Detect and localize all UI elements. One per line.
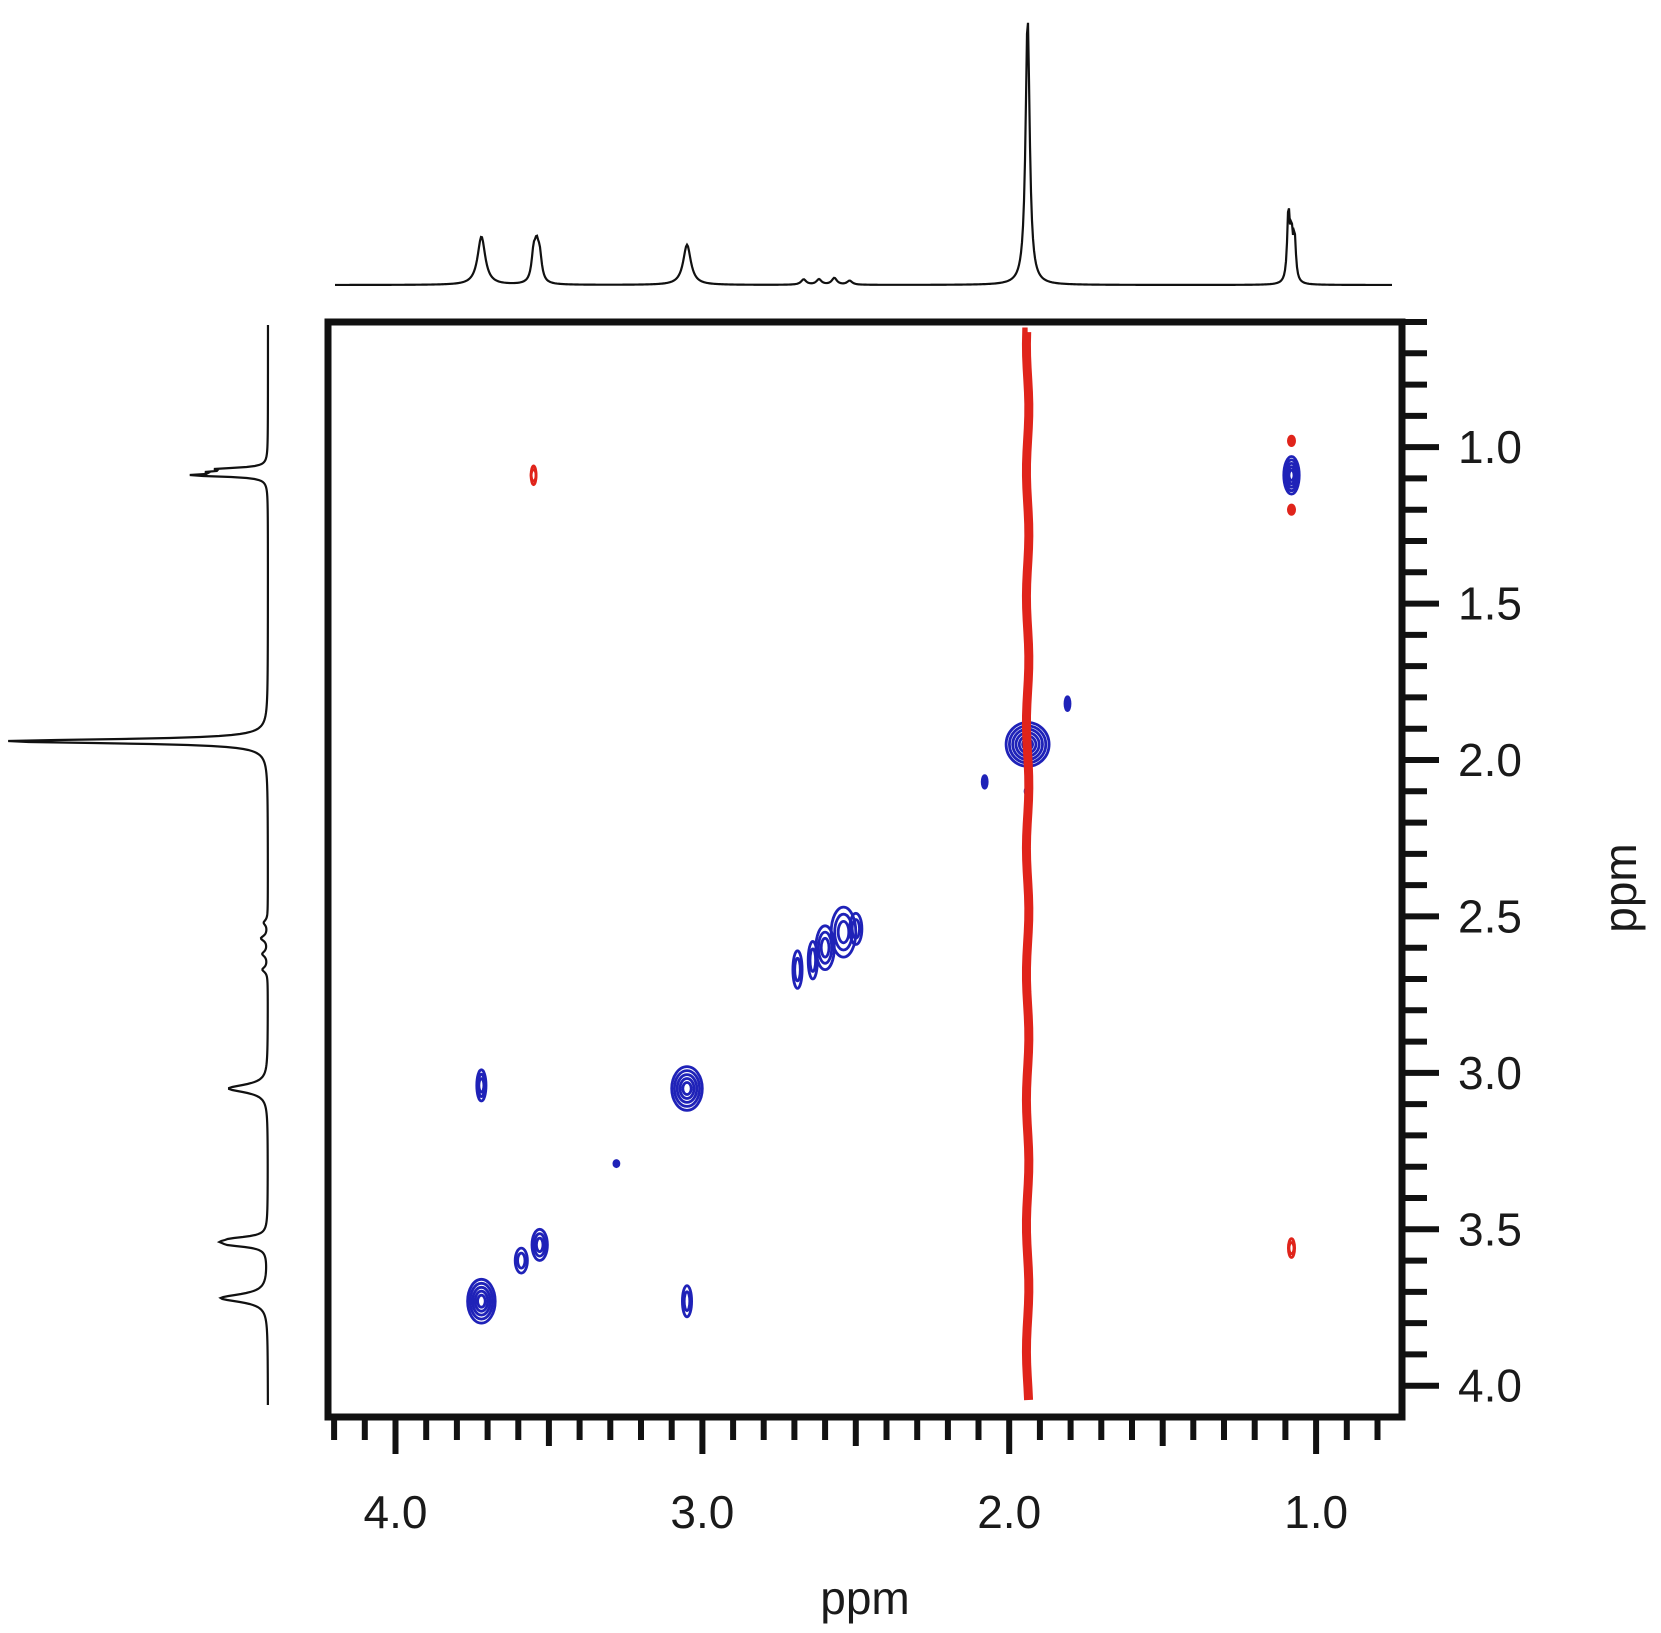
y-tick-label: 2.5 (1458, 890, 1522, 942)
y-tick-label: 1.5 (1458, 578, 1522, 630)
positive-cross-peak-contour (471, 1285, 492, 1317)
y-axis-ticks (1405, 319, 1439, 1389)
contour-layer (466, 327, 1301, 1401)
x-axis-tick-labels: 4.0 3.0 2.0 1.0 (364, 1486, 1349, 1538)
positive-cross-peak-contour (535, 1236, 545, 1254)
y-tick-label: 3.0 (1458, 1047, 1522, 1099)
positive-cross-peak-contour (817, 930, 834, 965)
positive-cross-peak-contour (530, 1227, 549, 1262)
positive-cross-peak-contour (516, 1251, 527, 1270)
y-tick-label: 4.0 (1458, 1360, 1522, 1412)
positive-cross-peak-contour (678, 1077, 696, 1100)
x-tick-label: 4.0 (364, 1486, 428, 1538)
negative-cross-peak-contour (1287, 503, 1297, 516)
positive-cross-peak-contour (476, 1293, 487, 1309)
positive-cross-peak-contour (1287, 468, 1296, 482)
positive-cross-peak-contour (681, 1284, 694, 1319)
positive-cross-peak-contour (532, 1232, 547, 1258)
y-axis-tick-labels: 1.0 1.5 2.0 2.5 3.0 3.5 4.0 (1458, 421, 1522, 1412)
positive-cross-peak-contour (1063, 695, 1072, 712)
positive-cross-peak-contour (836, 919, 851, 945)
positive-cross-peak-contour (793, 956, 802, 983)
negative-cross-peak-contour (529, 468, 538, 483)
positive-cross-peak-contour (791, 949, 804, 990)
top-spectrum-trace (335, 22, 1392, 287)
negative-ridge-line (1021, 327, 1034, 1401)
positive-cross-peak-contour (675, 1073, 699, 1104)
left-1d-projection (8, 325, 270, 1406)
positive-cross-peak-contour (681, 1081, 693, 1096)
positive-cross-peak-contour (612, 1159, 621, 1169)
positive-cross-peak-contour (808, 947, 817, 973)
left-spectrum-trace (8, 325, 270, 1406)
x-tick-label: 1.0 (1284, 1486, 1348, 1538)
positive-cross-peak-contour (673, 1069, 702, 1108)
positive-cross-peak-contour (468, 1281, 495, 1321)
y-axis-title: ppm (1594, 843, 1646, 932)
plot-frame (324, 318, 1406, 1421)
top-1d-projection (335, 22, 1392, 287)
y-tick-label: 2.0 (1458, 734, 1522, 786)
negative-cross-peak-contour (1287, 434, 1297, 447)
x-axis-title: ppm (820, 1572, 909, 1624)
positive-cross-peak-contour (477, 1077, 486, 1094)
positive-cross-peak-contour (980, 774, 989, 790)
positive-cross-peak-contour (682, 1290, 692, 1312)
positive-cross-peak-contour (848, 911, 864, 946)
negative-cross-peak-contour (1287, 1241, 1296, 1256)
x-axis-ticks (331, 1420, 1381, 1454)
y-tick-label: 3.5 (1458, 1203, 1522, 1255)
positive-cross-peak-contour (473, 1289, 490, 1313)
positive-cross-peak-contour (819, 936, 831, 959)
x-tick-label: 3.0 (670, 1486, 734, 1538)
positive-cross-peak-contour (670, 1065, 704, 1112)
positive-cross-peak-contour (850, 918, 861, 940)
positive-cross-peak-contour (466, 1277, 497, 1325)
positive-cross-peak-contour (829, 905, 858, 959)
x-tick-label: 2.0 (977, 1486, 1041, 1538)
y-tick-label: 1.0 (1458, 421, 1522, 473)
positive-cross-peak-contour (513, 1246, 529, 1275)
